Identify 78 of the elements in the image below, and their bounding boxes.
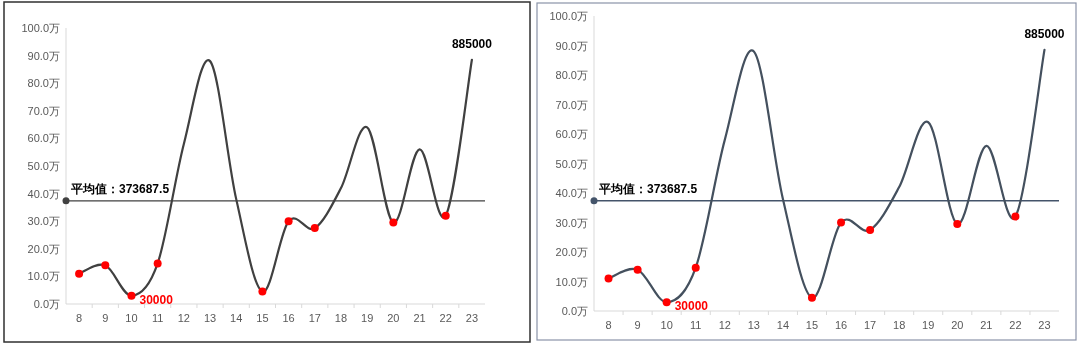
point	[389, 218, 398, 227]
point	[441, 211, 450, 220]
y-tick-label: 90.0万	[27, 49, 60, 62]
x-tick-label: 19	[922, 319, 935, 331]
x-tick-label: 20	[387, 312, 400, 324]
ref-line-label: 平均值：373687.5	[598, 181, 698, 196]
x-tick-label: 21	[413, 312, 426, 324]
x-tick-label: 10	[125, 312, 138, 324]
x-tick-label: 15	[805, 319, 819, 331]
x-tick-label: 8	[605, 319, 612, 331]
point	[310, 224, 319, 233]
x-tick-label: 23	[1038, 319, 1051, 331]
x-tick-label: 9	[102, 312, 109, 324]
point	[633, 265, 642, 274]
ref-line-label: 平均值：373687.5	[70, 181, 170, 196]
point	[284, 217, 293, 226]
x-tick-label: 11	[151, 312, 164, 324]
point	[866, 225, 875, 234]
x-tick-label: 15	[256, 312, 269, 324]
x-tick-label: 17	[308, 312, 321, 324]
annotation: 30000	[139, 292, 174, 307]
y-tick-label: 20.0万	[27, 242, 60, 255]
y-tick-label: 80.0万	[555, 69, 588, 81]
x-tick-label: 14	[776, 319, 790, 331]
point	[101, 261, 110, 270]
annotation: 885000	[1024, 26, 1065, 41]
y-tick-label: 100.0万	[549, 10, 588, 22]
point	[662, 298, 671, 307]
point	[153, 259, 162, 268]
x-tick-label: 12	[177, 312, 190, 324]
x-tick-label: 13	[203, 312, 217, 324]
point	[1011, 212, 1020, 221]
x-tick-label: 12	[718, 319, 731, 331]
y-tick-label: 50.0万	[27, 160, 60, 172]
y-tick-label: 30.0万	[555, 216, 588, 229]
y-tick-label: 0.0万	[33, 298, 60, 310]
y-tick-label: 40.0万	[27, 187, 60, 200]
x-tick-label: 22	[439, 312, 452, 324]
point	[953, 219, 962, 228]
point	[258, 287, 267, 296]
x-tick-label: 9	[634, 319, 641, 331]
x-tick-label: 21	[980, 319, 993, 331]
x-tick-label: 10	[660, 319, 673, 331]
point	[691, 263, 700, 272]
x-tick-label: 19	[361, 312, 374, 324]
annotation: 885000	[451, 36, 493, 51]
y-tick-label: 40.0万	[555, 187, 588, 199]
x-tick-label: 22	[1009, 319, 1022, 331]
x-tick-label: 20	[951, 319, 964, 331]
y-tick-label: 70.0万	[555, 98, 588, 111]
x-tick-label: 8	[76, 312, 83, 324]
y-tick-label: 60.0万	[555, 128, 588, 140]
y-tick-label: 20.0万	[555, 246, 588, 258]
x-tick-label: 17	[863, 319, 877, 331]
point	[604, 274, 613, 283]
y-tick-label: 0.0万	[561, 305, 588, 317]
x-tick-label: 16	[282, 312, 295, 324]
y-tick-label: 30.0万	[27, 215, 60, 228]
x-tick-label: 16	[834, 319, 848, 331]
point	[837, 218, 846, 227]
x-tick-label: 23	[465, 312, 479, 324]
y-tick-label: 90.0万	[555, 39, 588, 52]
x-tick-label: 18	[893, 319, 906, 331]
y-tick-label: 10.0万	[555, 275, 588, 288]
annotation: 30000	[674, 299, 709, 314]
y-tick-label: 80.0万	[27, 77, 60, 90]
x-tick-label: 11	[690, 319, 702, 331]
x-tick-label: 14	[230, 312, 243, 324]
point	[127, 291, 136, 300]
y-tick-label: 50.0万	[555, 157, 588, 170]
point	[75, 269, 84, 278]
y-tick-label: 60.0万	[27, 132, 60, 145]
x-tick-label: 18	[334, 312, 348, 324]
x-tick-label: 13	[747, 319, 760, 331]
y-tick-label: 100.0万	[21, 22, 60, 34]
point	[807, 293, 816, 302]
y-tick-label: 70.0万	[27, 104, 60, 117]
y-tick-label: 10.0万	[27, 270, 60, 283]
